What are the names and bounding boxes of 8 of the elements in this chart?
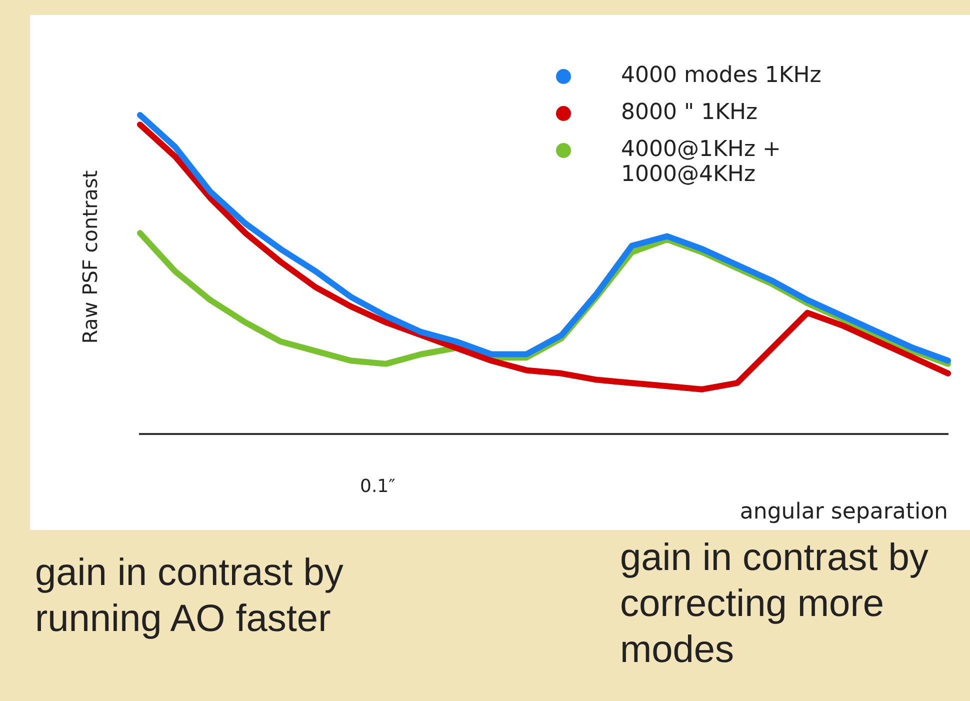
legend-label: 4000 modes 1KHz (621, 63, 822, 88)
text: gain in contrast by correcting more modes (620, 536, 930, 673)
text: 0.1″ (360, 475, 396, 499)
y-axis-title: Raw PSF contrast (78, 169, 102, 346)
text: gain in contrast by running AO faster (35, 551, 344, 642)
x-axis-title: angular separation (740, 500, 948, 525)
legend-label: 8000 " 1KHz (621, 100, 759, 125)
legend-label: 4000@1KHz + 1000@4KHz (621, 137, 782, 187)
